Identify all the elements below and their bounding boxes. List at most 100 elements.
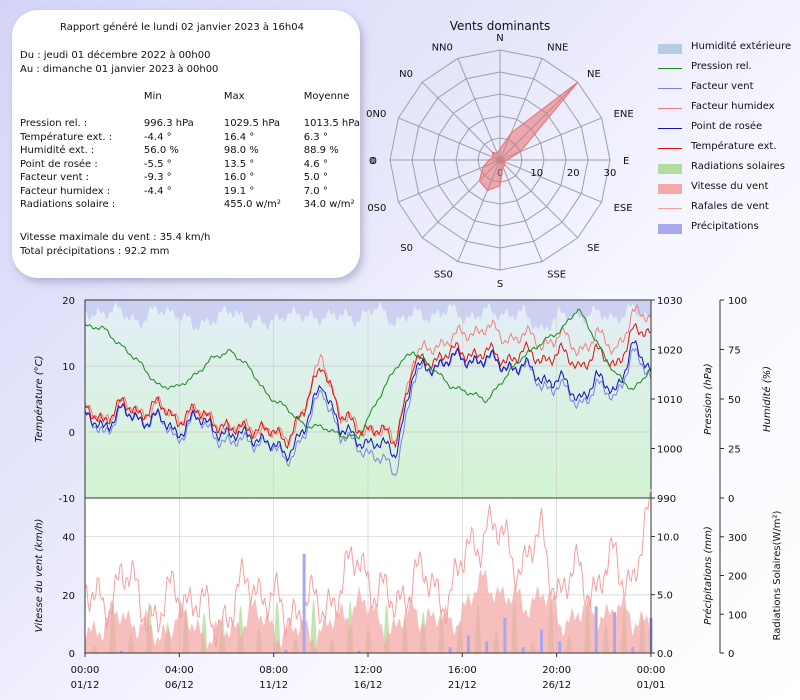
legend-swatch: [658, 108, 682, 109]
pressure-axis-tick: 1000: [657, 445, 682, 456]
legend-label: Rafales de vent: [691, 201, 769, 212]
stats-label: Humidité ext. :: [20, 145, 95, 156]
pressure-axis-label: Pression (hPa): [703, 363, 714, 434]
stats-min: -5.5 °: [143, 158, 172, 170]
pressure-axis-tick: 1020: [657, 346, 682, 357]
wind-rose-direction-label: S0: [400, 243, 413, 254]
stats-header-row: Min Max Moyenne: [20, 90, 360, 104]
wind-rose-spoke: [499, 159, 602, 203]
precipitation-bar: [594, 606, 598, 653]
precipitation-bar: [448, 647, 452, 653]
humidity-axis-label: Humidité (%): [761, 366, 773, 432]
precipitation-bar: [503, 618, 507, 653]
legend-swatch: [658, 148, 682, 149]
stats-avg: 6.3 °: [303, 131, 328, 143]
wind-rose-spoke: [499, 159, 579, 239]
stats-min: 996.3 hPa: [143, 118, 194, 129]
wind-axis-tick: 0: [69, 649, 75, 660]
stats-max: 1029.5 hPa: [223, 118, 281, 129]
legend-swatch: [658, 164, 682, 174]
legend-swatch: [658, 224, 682, 234]
x-axis-date-label: 01/01: [637, 680, 666, 691]
x-axis-time-label: 12:00: [354, 665, 383, 676]
x-axis-date-label: 01/12: [71, 680, 100, 691]
stats-avg: 7.0 °: [303, 185, 328, 197]
report-max-wind: Vitesse maximale du vent : 35.4 km/h: [20, 232, 211, 243]
x-axis-date-label: 26/12: [542, 680, 571, 691]
stats-row-windchill: Facteur vent : -9.3 ° 16.0 ° 5.0 °: [20, 171, 360, 185]
stats-min: -4.4 °: [143, 131, 172, 143]
stats-max: 98.0 %: [223, 145, 259, 156]
rain-axis-tick: 0.0: [657, 649, 673, 660]
stats-label: Température ext. :: [20, 131, 113, 143]
pressure-axis-tick: 1030: [657, 296, 682, 307]
stats-max: 13.5 °: [223, 158, 255, 170]
series-line: [84, 308, 652, 440]
legend-swatch: [658, 68, 682, 69]
wind-rose-direction-label: N0: [399, 69, 413, 80]
solar-axis-tick: 100: [728, 610, 747, 621]
wind-axis-tick: 40: [62, 533, 75, 544]
stats-row-dewpoint: Point de rosée : -5.5 ° 13.5 ° 4.6 °: [20, 158, 360, 172]
stats-header-max: Max: [223, 91, 245, 103]
rain-axis-label: Précipitations (mm): [702, 526, 714, 625]
legend-label: Facteur vent: [691, 81, 754, 92]
humidity-axis-tick: 0: [728, 494, 734, 505]
wind-rose-direction-label: SS0: [434, 270, 453, 281]
precipitation-bar: [521, 647, 525, 653]
legend-swatch: [658, 44, 682, 54]
precipitation-bar: [485, 641, 489, 653]
wind-rose-direction-label: 0: [371, 156, 377, 167]
stats-row-pressure: Pression rel. : 996.3 hPa 1029.5 hPa 101…: [20, 117, 360, 131]
legend-label: Facteur humidex: [691, 101, 775, 112]
series-line: [84, 346, 652, 477]
pressure-axis-tick: 990: [657, 494, 676, 505]
precipitation-bar: [558, 641, 562, 653]
rain-axis-tick: 5.0: [657, 591, 673, 602]
x-axis-date-label: 11/12: [259, 680, 288, 691]
legend-label: Température ext.: [691, 141, 777, 152]
stats-header-min: Min: [143, 91, 162, 103]
series-line: [84, 339, 652, 463]
precipitation-bar: [631, 647, 635, 653]
rain-axis-tick: 10.0: [657, 532, 679, 543]
wind-rose-radial-tick: 30: [604, 168, 617, 179]
stats-row-humidity: Humidité ext. : 56.0 % 98.0 % 88.9 %: [20, 144, 360, 158]
humidity-axis-tick: 25: [728, 445, 741, 456]
wind-rose-spoke: [457, 58, 501, 161]
wind-rose-direction-label: NN0: [432, 42, 453, 53]
wind-axis-tick: 20: [62, 591, 75, 602]
wind-rose-direction-label: S: [497, 279, 503, 290]
stats-avg: 5.0 °: [303, 172, 328, 183]
x-axis-date-label: 06/12: [165, 680, 194, 691]
stats-min: 56.0 %: [143, 145, 179, 156]
precipitation-bar: [357, 650, 361, 653]
wind-rose-spoke: [398, 117, 501, 161]
legend-swatch: [658, 128, 682, 129]
stats-header-avg: Moyenne: [303, 91, 350, 103]
wind-rose-direction-label: ENE: [614, 109, 634, 120]
wind-rose-direction-label: N: [496, 33, 503, 44]
stats-max: 19.1 °: [223, 185, 255, 197]
stats-label: Pression rel. :: [20, 118, 88, 129]
temp-axis-tick: 20: [62, 296, 75, 307]
precipitation-bar: [120, 650, 123, 653]
solar-axis-tick: 0: [728, 649, 734, 660]
stats-avg: 88.9 %: [303, 145, 339, 156]
report-title: Rapport généré le lundi 02 janvier 2023 …: [60, 22, 304, 33]
precipitation-bar: [466, 635, 470, 653]
legend-label: Précipitations: [691, 221, 759, 232]
legend-label: Vitesse du vent: [691, 181, 769, 192]
legend-swatch: [658, 184, 682, 194]
stats-table: Min Max Moyenne Pression rel. : 996.3 hP…: [20, 90, 360, 212]
wind-rose-title: Vents dominants: [450, 19, 551, 33]
x-axis-time-label: 04:00: [165, 665, 194, 676]
x-axis-time-label: 00:00: [637, 665, 666, 676]
wind-axis-label: Vitesse du vent (km/h): [34, 519, 45, 633]
humidity-axis-tick: 50: [728, 395, 741, 406]
series-line: [84, 322, 652, 450]
legend-swatch: [658, 208, 682, 209]
stats-label: Facteur humidex :: [20, 185, 111, 197]
stats-avg: 4.6 °: [303, 158, 328, 170]
